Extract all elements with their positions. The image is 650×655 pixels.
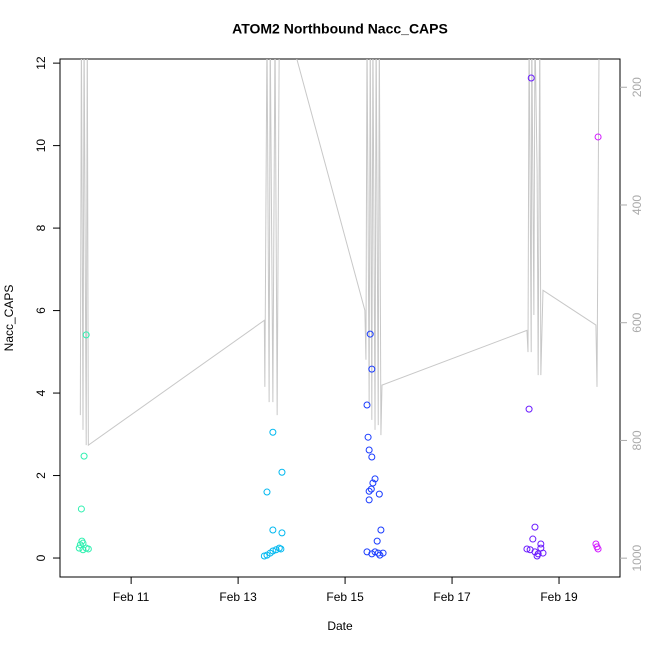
chart-title: ATOM2 Northbound Nacc_CAPS	[232, 21, 448, 37]
point	[529, 535, 537, 543]
point	[80, 452, 88, 460]
point	[523, 545, 531, 553]
point	[367, 485, 375, 493]
point	[375, 490, 383, 498]
x-tick-label: Feb 11	[113, 590, 150, 604]
y2-tick-label: 200	[630, 77, 644, 97]
point	[364, 433, 372, 441]
point	[363, 401, 371, 409]
point	[365, 487, 373, 495]
point	[269, 428, 277, 436]
point	[278, 529, 286, 537]
y-axis-label: Nacc_CAPS	[2, 285, 16, 352]
y2-tick-label: 600	[630, 312, 644, 332]
pressure-line	[79, 59, 600, 447]
plot-box	[59, 58, 621, 578]
point	[365, 446, 373, 454]
y-tick-label: 8	[34, 224, 48, 231]
x-tick-label: Feb 17	[433, 590, 471, 604]
point	[525, 405, 533, 413]
point	[527, 74, 535, 82]
point	[77, 505, 85, 513]
point	[379, 549, 387, 557]
point	[82, 331, 90, 339]
point	[366, 330, 374, 338]
y2-tick-label: 800	[630, 430, 644, 450]
point	[371, 548, 379, 556]
point	[365, 496, 373, 504]
point	[539, 549, 547, 557]
y2-tick-label: 1000	[630, 544, 644, 571]
point	[368, 365, 376, 373]
y-tick-label: 10	[34, 139, 48, 153]
point	[368, 453, 376, 461]
point	[263, 488, 271, 496]
point	[278, 468, 286, 476]
y2-tick-label: 400	[630, 195, 644, 215]
y-tick-label: 0	[34, 554, 48, 561]
point	[537, 540, 545, 548]
point	[531, 523, 539, 531]
point	[84, 545, 92, 553]
plot-area	[75, 59, 602, 560]
y-tick-label: 4	[34, 389, 48, 396]
point	[373, 537, 381, 545]
point	[374, 549, 382, 557]
y-tick-label: 12	[34, 56, 48, 70]
point	[377, 526, 385, 534]
point	[79, 546, 87, 554]
x-tick-label: Feb 13	[219, 590, 257, 604]
point	[269, 526, 277, 534]
point	[533, 552, 541, 560]
x-axis-label: Date	[327, 619, 353, 633]
point	[75, 544, 83, 552]
point	[371, 475, 379, 483]
point	[594, 545, 602, 553]
point	[79, 539, 87, 547]
x-tick-label: Feb 19	[540, 590, 578, 604]
point	[277, 545, 285, 553]
point	[369, 479, 377, 487]
y-tick-label: 6	[34, 307, 48, 314]
point	[594, 133, 602, 141]
x-tick-label: Feb 15	[326, 590, 364, 604]
point	[269, 547, 277, 555]
y-tick-label: 2	[34, 472, 48, 479]
